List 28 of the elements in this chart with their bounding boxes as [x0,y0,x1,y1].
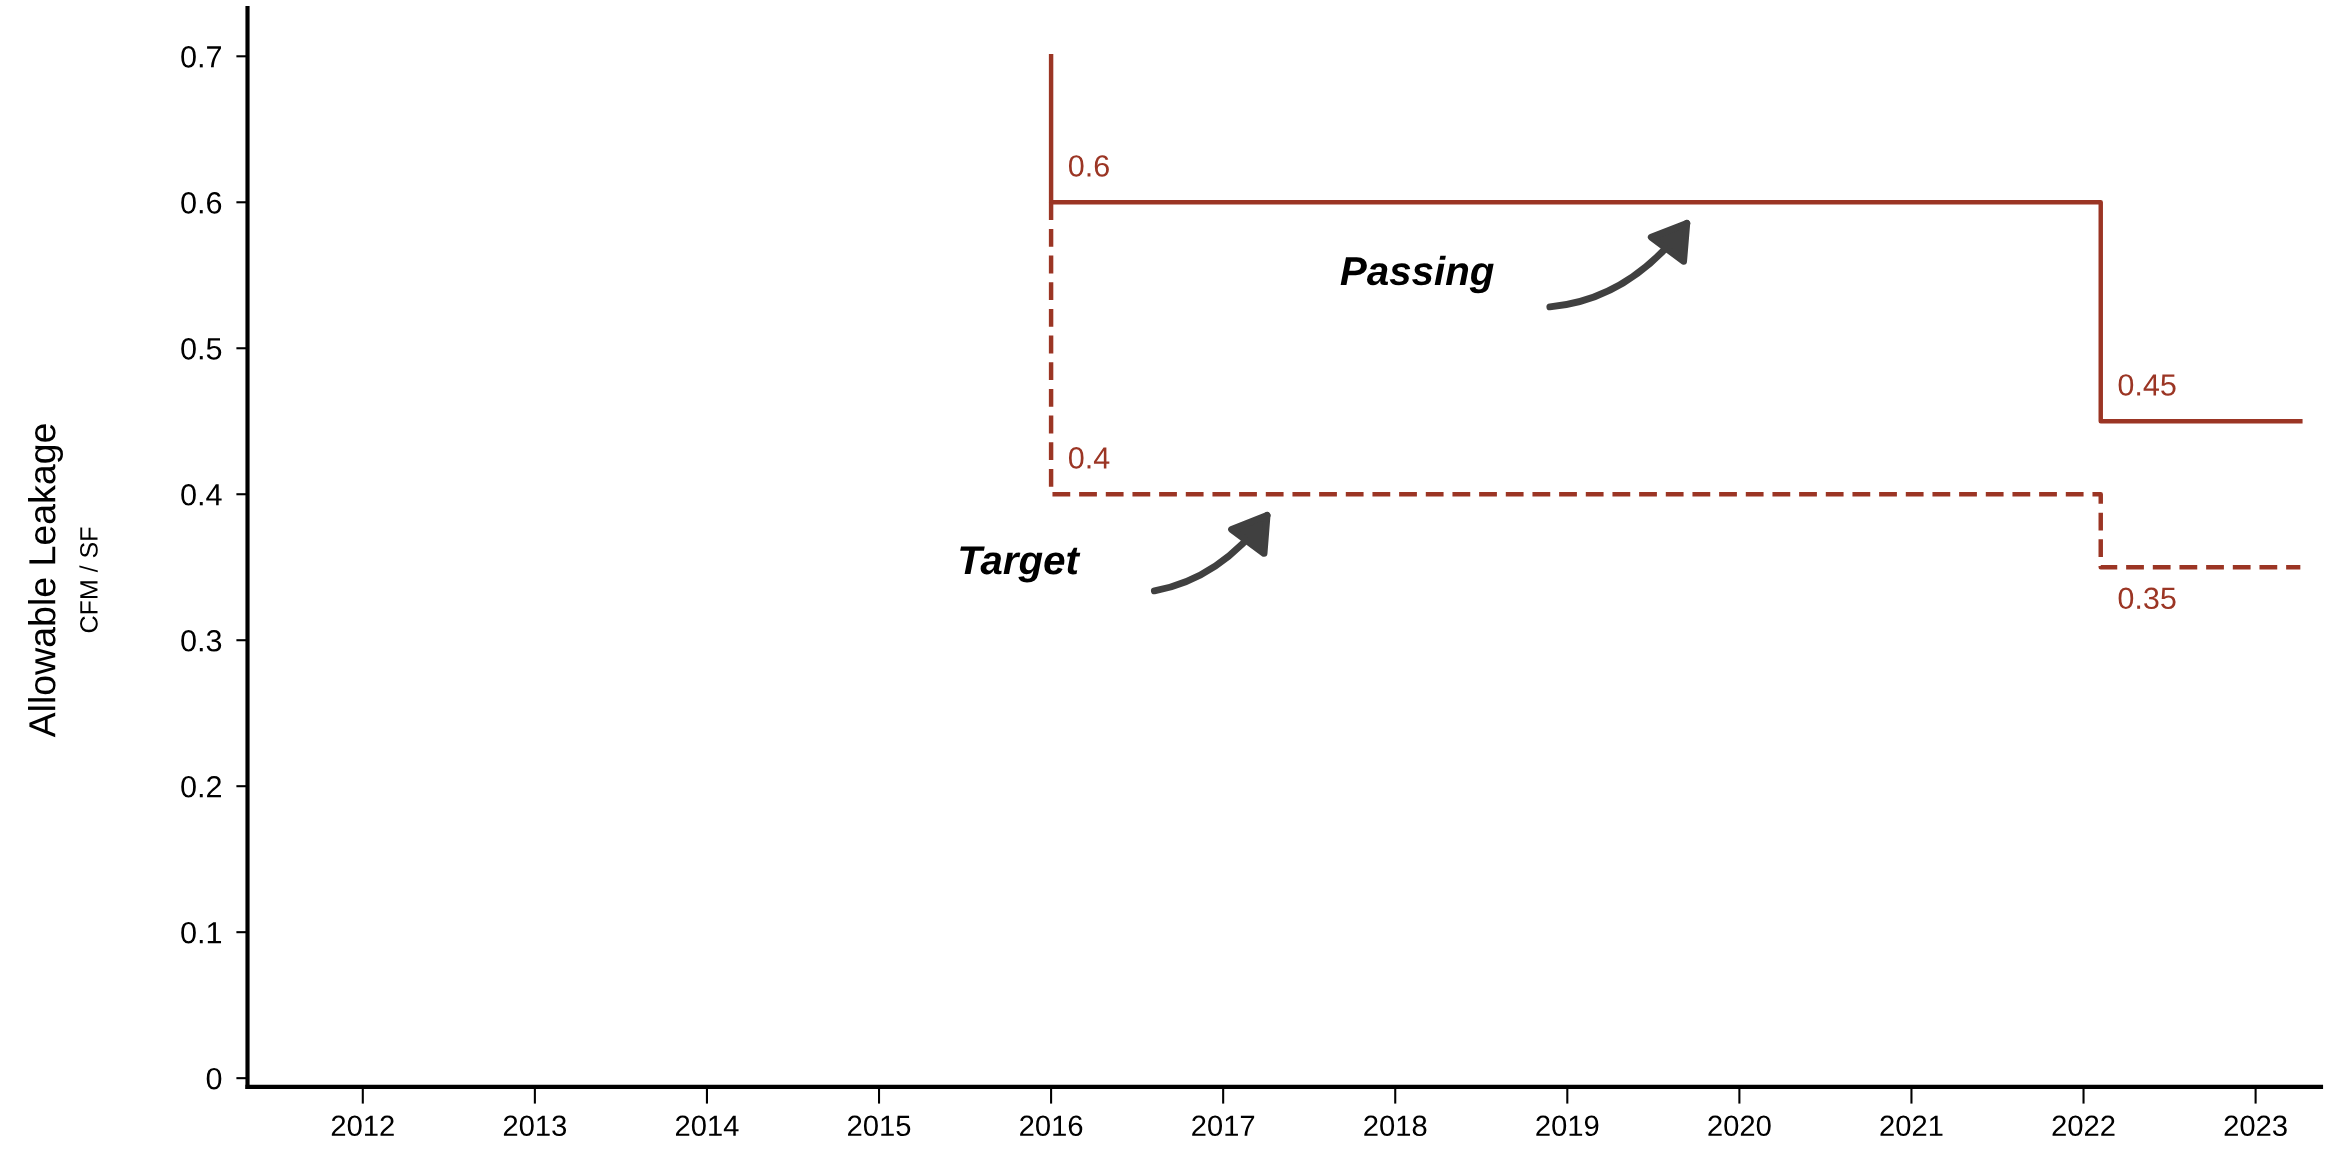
y-tick-label: 0.3 [181,629,222,652]
x-tick-label: 2020 [1708,1115,1771,1137]
x-tick-label: 2012 [331,1115,394,1137]
data-label: 0.4 [1068,447,1110,469]
y-tick-label: 0.1 [181,921,222,944]
y-tick-label: 0.4 [181,483,222,506]
x-tick-label: 2022 [2052,1115,2115,1137]
x-tick-label: 2015 [848,1115,911,1137]
x-tick-label: 2013 [503,1115,567,1137]
x-tick-label: 2016 [1020,1115,1083,1137]
y-tick-label: 0.7 [181,46,221,68]
y-axis-title: Allowable Leakage [28,424,63,738]
x-tick-label: 2021 [1880,1115,1943,1137]
x-tick-label: 2018 [1364,1115,1427,1137]
y-tick-label: 0.5 [181,337,222,360]
text: CFM / SF [79,527,98,633]
data-label: 0.35 [2118,587,2176,610]
series-label: Target [960,546,1081,583]
y-tick-label: 0.6 [181,192,222,214]
y-tick-label: 0 [206,1067,222,1090]
y-tick-label: 0.2 [181,775,221,798]
data-label: 0.45 [2118,374,2176,396]
x-tick-label: 2023 [2224,1115,2287,1137]
x-tick-label: 2019 [1536,1115,1599,1137]
series-label: Passing [1340,255,1494,294]
data-label: 0.6 [1068,155,1109,177]
x-tick-label: 2014 [675,1115,739,1137]
x-tick-label: 2017 [1192,1115,1255,1137]
